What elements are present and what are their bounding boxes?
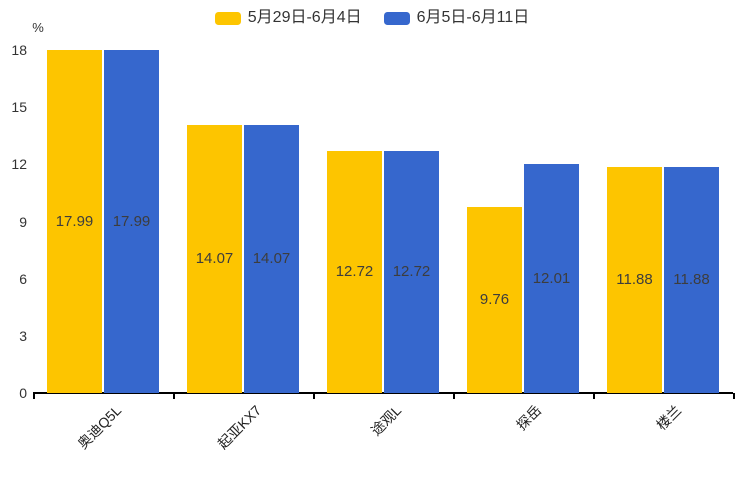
- x-axis-tick: [593, 393, 595, 399]
- bar-value-label: 12.01: [532, 269, 571, 287]
- x-category-label-4: 探岳: [513, 402, 545, 434]
- bar-途观L-series1[interactable]: [327, 150, 382, 393]
- y-tick-label: 6: [19, 270, 27, 287]
- bar-value-label: 12.72: [392, 262, 431, 280]
- x-axis-tick: [173, 393, 175, 399]
- x-axis-tick: [33, 393, 35, 399]
- bar-途观L-series2[interactable]: [384, 150, 439, 393]
- bar-value-label: 9.76: [479, 291, 510, 308]
- x-axis-tick: [453, 393, 455, 399]
- chart-legend: 5月29日-6月4日 6月5日-6月11日: [0, 6, 744, 30]
- legend-item-week2[interactable]: 6月5日-6月11日: [383, 9, 530, 26]
- legend-swatch-week1: [214, 11, 241, 25]
- bar-起亚KX7-series2[interactable]: [244, 124, 299, 393]
- bar-value-label: 17.99: [112, 212, 151, 230]
- bar-探岳-series2[interactable]: [524, 164, 579, 393]
- legend-item-week1[interactable]: 5月29日-6月4日: [214, 9, 362, 26]
- y-tick-label: 12: [11, 156, 27, 173]
- legend-label-week2: 6月5日-6月11日: [416, 9, 530, 26]
- x-axis-line: [33, 392, 733, 394]
- bar-value-label: 17.99: [55, 212, 94, 230]
- bar-奥迪Q5L-series2[interactable]: [104, 50, 159, 393]
- bar-value-label: 14.07: [252, 249, 291, 267]
- bar-楼兰-series2[interactable]: [664, 166, 719, 393]
- x-axis-tick: [733, 393, 735, 399]
- bar-value-label: 14.07: [195, 249, 234, 267]
- x-category-label-3: 途观L: [367, 402, 405, 439]
- bar-奥迪Q5L-series1[interactable]: [47, 50, 102, 393]
- bar-value-label: 11.88: [673, 270, 710, 288]
- bar-value-label: 11.88: [616, 270, 653, 288]
- bar-楼兰-series1[interactable]: [607, 166, 662, 393]
- legend-label-week1: 5月29日-6月4日: [247, 9, 362, 26]
- y-tick-label: 15: [11, 99, 27, 116]
- bar-value-label: 12.72: [335, 262, 374, 280]
- bar-起亚KX7-series1[interactable]: [187, 124, 242, 393]
- y-tick-label: 0: [19, 385, 27, 401]
- y-tick-label: 9: [19, 213, 27, 230]
- x-category-label-2: 起亚KX7: [214, 402, 265, 452]
- x-category-label-5: 楼兰: [653, 402, 685, 434]
- legend-swatch-week2: [383, 11, 410, 25]
- bar-探岳-series1[interactable]: [467, 207, 522, 393]
- y-tick-label: 3: [19, 327, 27, 344]
- y-axis-unit-label: %: [32, 20, 44, 35]
- x-category-label-1: 奥迪Q5L: [74, 402, 125, 452]
- x-axis-tick: [313, 393, 315, 399]
- y-tick-label: 18: [11, 42, 27, 58]
